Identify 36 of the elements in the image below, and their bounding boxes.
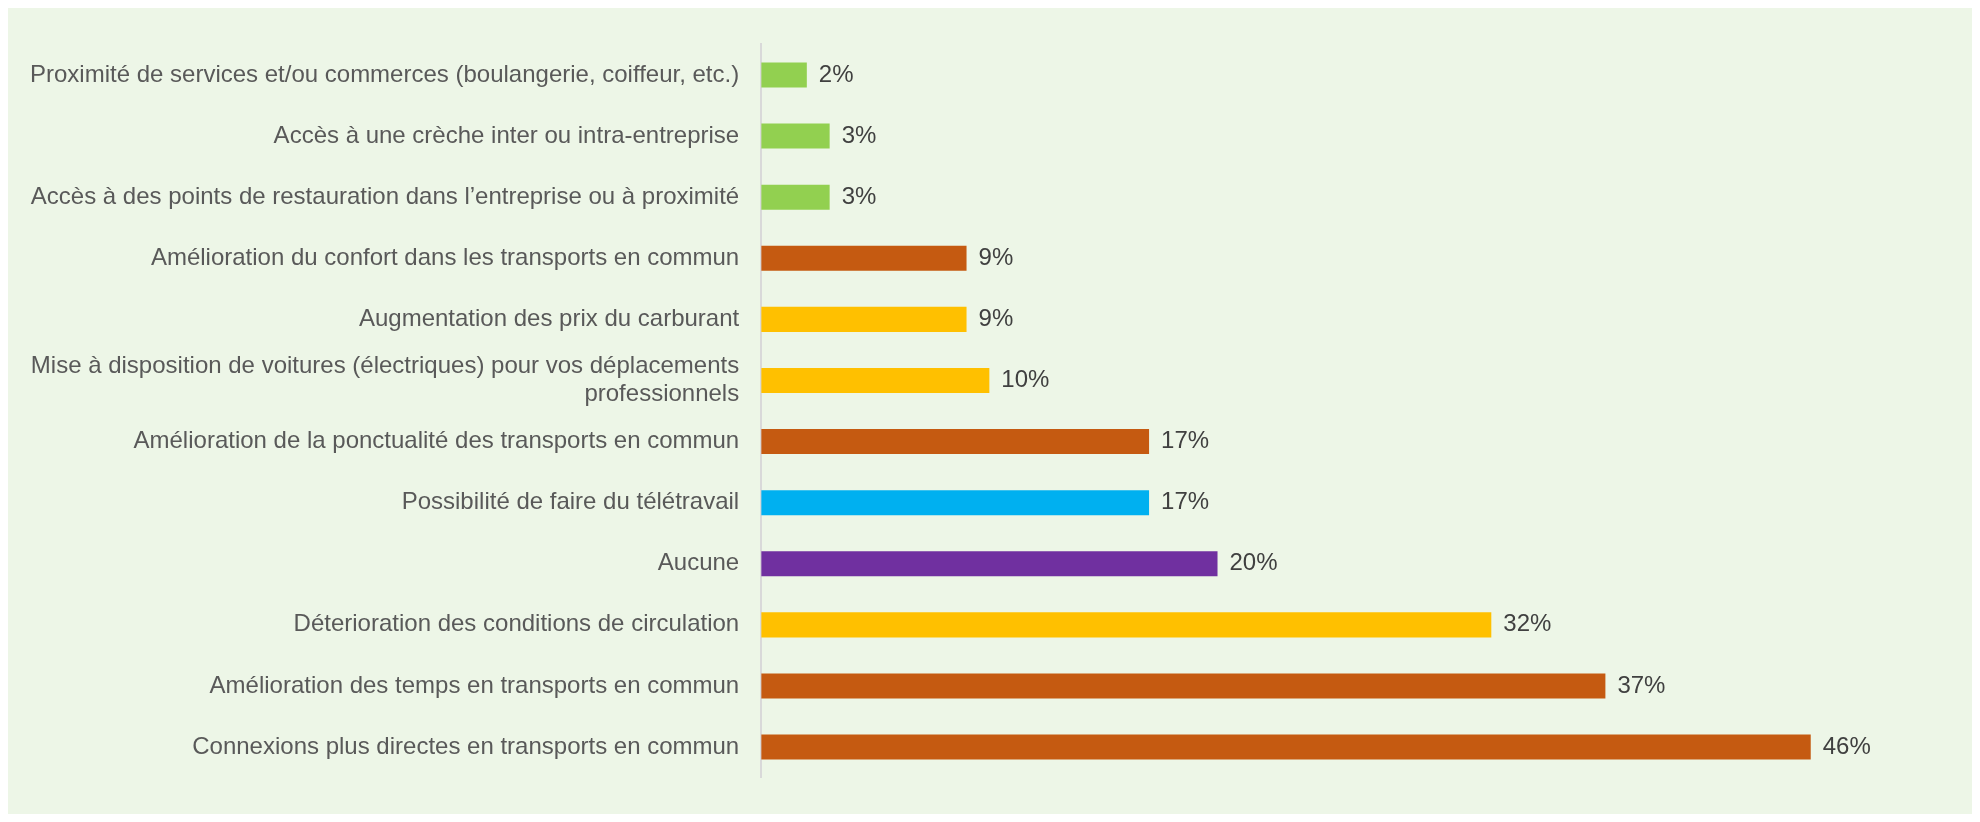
y-tick-label: Possibilité de faire du télétravail — [401, 487, 740, 515]
data-label: 3% — [841, 181, 877, 209]
data-label: 17% — [1161, 487, 1210, 515]
y-tick-label: Proximité de services et/ou commerces (boulangerie, coiffeur, etc.) — [29, 59, 740, 87]
y-tick-label: Connexions plus directes en transports en commun — [192, 731, 740, 759]
data-label: 37% — [1617, 670, 1666, 698]
bar — [761, 490, 1150, 516]
y-tick-label: Augmentation des prix du carburant — [358, 303, 740, 331]
data-label: 20% — [1229, 548, 1278, 576]
y-tick-label: Accès à une crèche inter ou intra-entreprise — [273, 120, 740, 148]
bar — [761, 184, 830, 210]
data-label: 46% — [1822, 731, 1871, 759]
bar — [761, 62, 807, 88]
data-label: 9% — [978, 242, 1014, 270]
bar — [761, 551, 1218, 577]
bar — [761, 612, 1492, 638]
y-tick-label: Mise à disposition de voitures (électriques) pour vos déplacements professionnels — [30, 350, 740, 407]
bar — [761, 367, 990, 393]
data-label: 3% — [841, 120, 877, 148]
bar — [761, 123, 830, 149]
bar — [761, 306, 967, 332]
data-label: 32% — [1503, 609, 1552, 637]
bar — [761, 245, 967, 271]
y-tick-label: Amélioration des temps en transports en commun — [209, 670, 740, 698]
data-label: 17% — [1161, 426, 1210, 454]
y-tick-label: Accès à des points de restauration dans l’entreprise ou à proximité — [30, 181, 740, 209]
y-tick-label: Aucune — [657, 548, 740, 576]
data-label: 2% — [818, 59, 854, 87]
y-tick-label: Amélioration du confort dans les transports en commun — [150, 242, 740, 270]
bar — [761, 429, 1150, 455]
bar — [761, 673, 1606, 699]
y-tick-label: Déterioration des conditions de circulation — [293, 609, 740, 637]
data-label: 9% — [978, 303, 1014, 331]
bar — [761, 734, 1811, 760]
data-label: 10% — [1001, 365, 1050, 393]
y-tick-label: Amélioration de la ponctualité des transports en commun — [133, 426, 740, 454]
